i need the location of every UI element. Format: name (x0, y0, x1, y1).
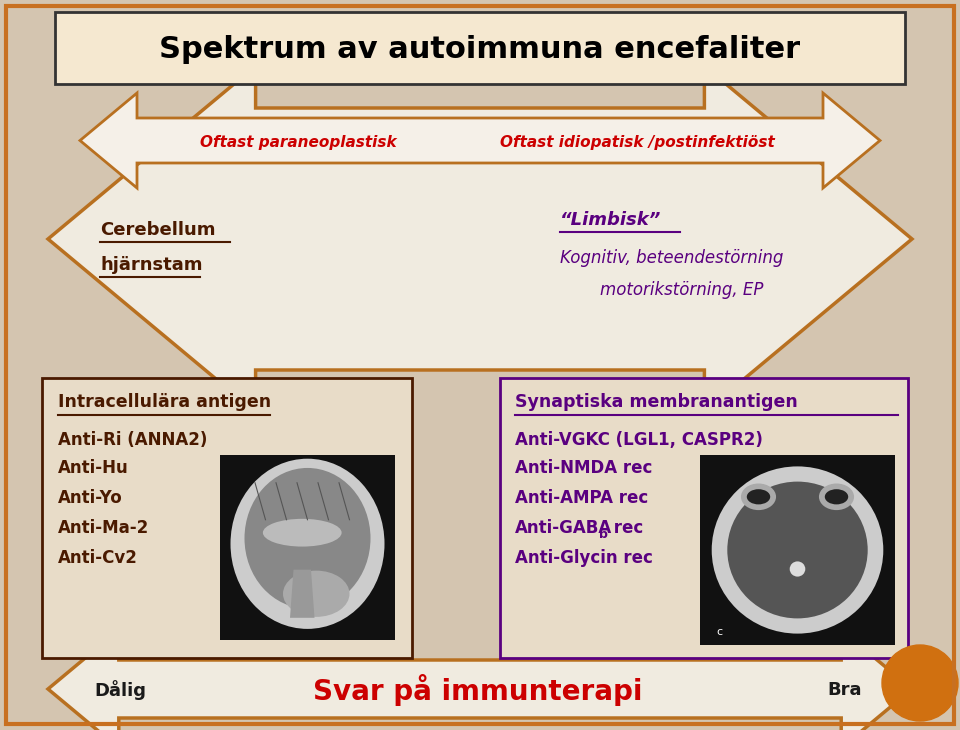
Text: Synaptiska membranantigen: Synaptiska membranantigen (515, 393, 798, 411)
Polygon shape (290, 569, 315, 618)
Ellipse shape (825, 489, 849, 504)
Ellipse shape (741, 483, 776, 510)
Text: b: b (599, 528, 608, 540)
Text: Spektrum av autoimmuna encefaliter: Spektrum av autoimmuna encefaliter (159, 36, 801, 64)
Polygon shape (80, 93, 880, 188)
Text: Intracellulära antigen: Intracellulära antigen (58, 393, 271, 411)
FancyBboxPatch shape (55, 12, 905, 84)
Text: Anti-AMPA rec: Anti-AMPA rec (515, 489, 648, 507)
Text: Kognitiv, beteendestörning: Kognitiv, beteendestörning (560, 249, 783, 267)
Ellipse shape (245, 468, 371, 609)
Text: c: c (716, 626, 723, 637)
Text: motorikstörning, EP: motorikstörning, EP (600, 281, 763, 299)
FancyBboxPatch shape (220, 455, 395, 640)
Text: Anti-Hu: Anti-Hu (58, 459, 129, 477)
Text: Oftast paraneoplastisk: Oftast paraneoplastisk (200, 136, 396, 150)
Ellipse shape (230, 458, 385, 629)
Text: Anti-GABA: Anti-GABA (515, 519, 612, 537)
Text: Svar på immunterapi: Svar på immunterapi (313, 674, 643, 706)
Polygon shape (48, 66, 912, 412)
Text: Anti-NMDA rec: Anti-NMDA rec (515, 459, 653, 477)
Ellipse shape (711, 466, 883, 634)
Ellipse shape (747, 489, 770, 504)
Text: hjärnstam: hjärnstam (100, 256, 203, 274)
Circle shape (882, 645, 958, 721)
Ellipse shape (283, 571, 349, 617)
Text: Anti-Ma-2: Anti-Ma-2 (58, 519, 149, 537)
Ellipse shape (263, 519, 342, 547)
FancyBboxPatch shape (700, 455, 895, 645)
Text: rec: rec (608, 519, 643, 537)
Text: Dålig: Dålig (94, 680, 146, 700)
Polygon shape (48, 630, 912, 730)
Text: Cerebellum: Cerebellum (100, 221, 215, 239)
Text: Anti-Glycin rec: Anti-Glycin rec (515, 549, 653, 567)
Text: Anti-VGKC (LGL1, CASPR2): Anti-VGKC (LGL1, CASPR2) (515, 431, 763, 449)
FancyBboxPatch shape (500, 378, 908, 658)
Ellipse shape (728, 482, 868, 618)
Text: “Limbisk”: “Limbisk” (560, 211, 661, 229)
Ellipse shape (790, 561, 805, 577)
Text: Anti-Cv2: Anti-Cv2 (58, 549, 138, 567)
Text: Anti-Ri (ANNA2): Anti-Ri (ANNA2) (58, 431, 207, 449)
Text: Anti-Yo: Anti-Yo (58, 489, 123, 507)
Ellipse shape (819, 483, 854, 510)
Text: Oftast idiopatisk /postinfektiöst: Oftast idiopatisk /postinfektiöst (500, 136, 775, 150)
Text: Bra: Bra (828, 681, 862, 699)
FancyBboxPatch shape (42, 378, 412, 658)
